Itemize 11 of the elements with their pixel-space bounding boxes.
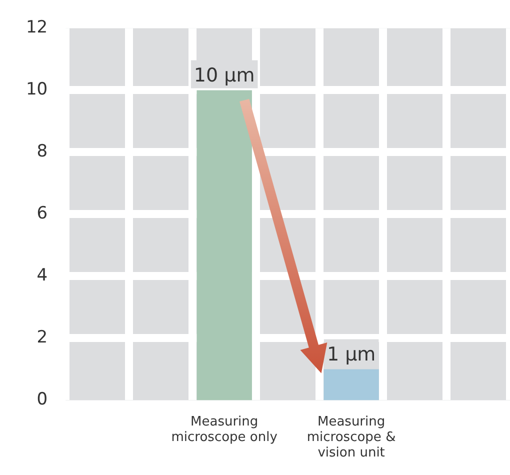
x-tick-label: Measuring microscope only <box>171 414 278 445</box>
data-label: 10 µm <box>194 64 255 87</box>
data-label: 1 µm <box>326 344 376 366</box>
y-tick-label: 10 <box>26 80 48 100</box>
y-tick-label: 8 <box>36 142 48 162</box>
y-tick-label: 0 <box>36 390 48 410</box>
y-tick-label: 4 <box>36 266 48 286</box>
y-tick-label: 6 <box>36 204 48 224</box>
x-tick-label: Measuring microscope & vision unit <box>306 414 396 461</box>
y-tick-label: 2 <box>36 328 48 348</box>
y-tick-label: 12 <box>26 18 48 38</box>
